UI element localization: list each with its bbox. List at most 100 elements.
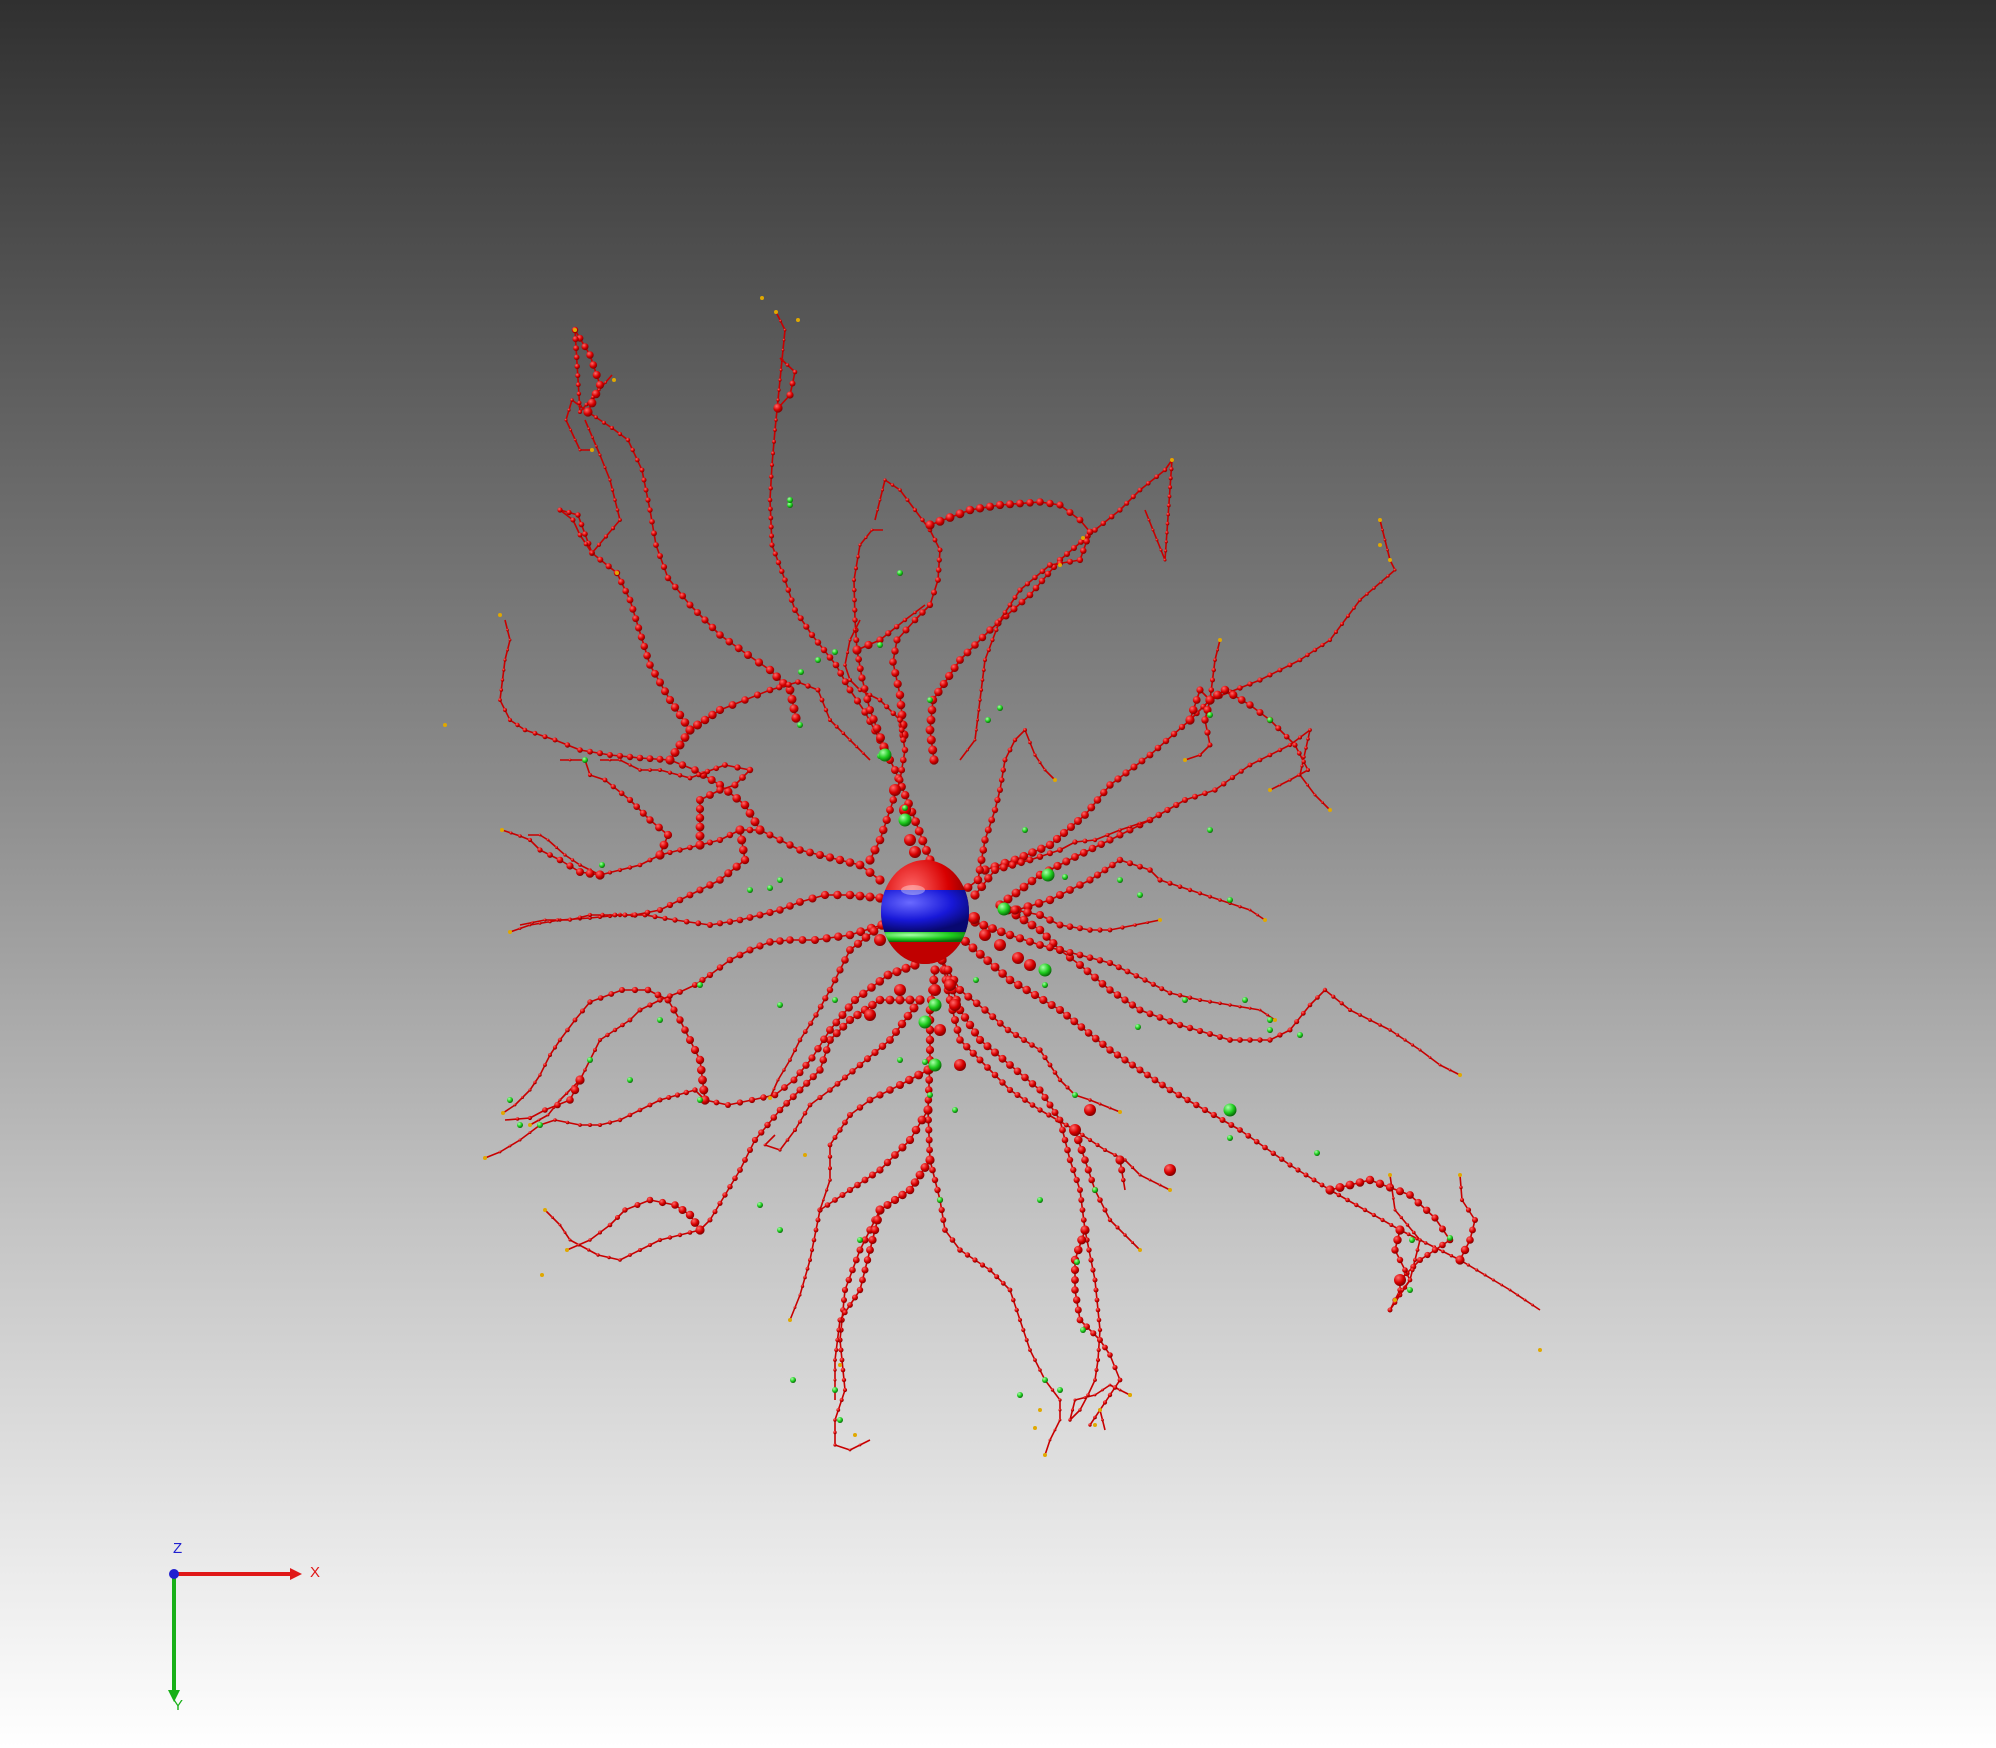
dendrite-node [875, 977, 885, 986]
dendrite-node [666, 1095, 672, 1100]
branch-point [697, 982, 703, 988]
dendrite-node [1078, 539, 1084, 545]
dendrite-node [926, 601, 934, 609]
dendrite-node [646, 755, 654, 763]
dendrite-node [640, 642, 648, 651]
dendrite-node [1056, 1116, 1064, 1124]
dendrite-node [1127, 860, 1133, 867]
dendrite-node [1362, 1207, 1368, 1213]
dendrite-node [1128, 1001, 1137, 1009]
dendrite-node [763, 1143, 767, 1147]
dendrite-node [915, 995, 925, 1005]
terminal-point [788, 1318, 792, 1322]
dendrite-node [776, 836, 784, 844]
dendrite-node [1154, 744, 1162, 752]
dendrite-node [990, 962, 1000, 972]
dendrite-node [618, 578, 625, 586]
dendrite-node [1169, 467, 1174, 472]
dendrite-node [1185, 715, 1195, 725]
branch-point [1207, 827, 1213, 833]
dendrite-node [1516, 1293, 1519, 1297]
dendrite-node [1124, 500, 1130, 506]
dendrite-node [1007, 1287, 1013, 1293]
dendrite-node-large [994, 939, 1006, 951]
dendrite-node [832, 1029, 841, 1038]
dendrite-node [1184, 1096, 1191, 1104]
dendrite-node [630, 447, 635, 453]
dendrite-node [934, 687, 943, 697]
dendrite-node [853, 628, 857, 632]
dendrite-node-large [944, 979, 956, 991]
branch-point [777, 877, 783, 883]
axes-gizmo: X Y Z [150, 1540, 350, 1720]
dendrite-node [1424, 1251, 1431, 1259]
terminal-point [1128, 1393, 1132, 1397]
dendrite-node [1248, 908, 1252, 912]
dendrite-node [583, 407, 593, 417]
dendrite-node [987, 1267, 993, 1273]
dendrite-node [847, 1112, 853, 1118]
dendrite-node [701, 616, 709, 624]
branch-point [815, 657, 821, 663]
dendrite-node [891, 766, 899, 774]
dendrite-node [1365, 1175, 1375, 1185]
dendrite-node [1334, 630, 1338, 634]
dendrite-node [842, 1309, 848, 1316]
dendrite-node [740, 855, 750, 865]
dendrite-node [1466, 1263, 1470, 1267]
dendrite-node [1022, 1097, 1028, 1103]
dendrite-node-large [954, 1059, 966, 1071]
dendrite-node [588, 1123, 592, 1127]
terminal-point [1378, 518, 1382, 522]
dendrite-node [1047, 850, 1053, 857]
dendrite-node [646, 661, 654, 669]
dendrite-node [578, 521, 585, 528]
dendrite-node [1121, 996, 1129, 1004]
dendrite-node [1007, 747, 1013, 753]
dendrite-node [612, 1027, 618, 1033]
branch-point [1042, 982, 1048, 988]
dendrite-node [1080, 547, 1087, 554]
dendrite-node [884, 704, 890, 710]
dendrite-node [1439, 1241, 1446, 1249]
dendrite-node [1023, 908, 1032, 917]
dendrite-node [667, 993, 673, 999]
dendrite-node [1035, 925, 1045, 935]
dendrite-node [575, 373, 581, 379]
dendrite-node [697, 1065, 706, 1075]
dendrite-node [977, 856, 986, 864]
branch-point [1137, 892, 1143, 898]
dendrite-node [833, 1368, 837, 1372]
dendrite-node [538, 921, 542, 925]
y-axis-label: Y [173, 1697, 184, 1714]
dendrite-node [608, 478, 612, 482]
dendrite-node [581, 343, 589, 351]
dendrite-node [1389, 1223, 1394, 1227]
dendrite-node [776, 906, 784, 914]
dendrite-node [628, 763, 632, 767]
dendrite-node [825, 853, 835, 862]
dendrite-node [1108, 1383, 1112, 1387]
dendrite-node [1066, 923, 1074, 930]
dendrite-node [866, 1096, 874, 1104]
dendrite-node [543, 1063, 547, 1067]
dendrite-node [1073, 1296, 1081, 1304]
dendrite-node [796, 846, 804, 854]
dendrite-node [677, 847, 683, 853]
dendrite-node [1081, 1156, 1089, 1164]
dendrite-node [1393, 1235, 1402, 1245]
dendrite-node [605, 563, 612, 570]
dendrite-node [983, 658, 987, 662]
dendrite-node [911, 1125, 921, 1135]
dendrite-node [1079, 848, 1088, 857]
dendrite-node [925, 1076, 934, 1084]
dendrite-node [845, 930, 855, 940]
dendrite-node [692, 982, 698, 988]
dendrite-node [1247, 681, 1253, 687]
dendrite-node [726, 956, 734, 964]
dendrite-node [930, 965, 940, 975]
dendrite-node [1078, 1408, 1082, 1412]
dendrite-node [1257, 757, 1263, 763]
